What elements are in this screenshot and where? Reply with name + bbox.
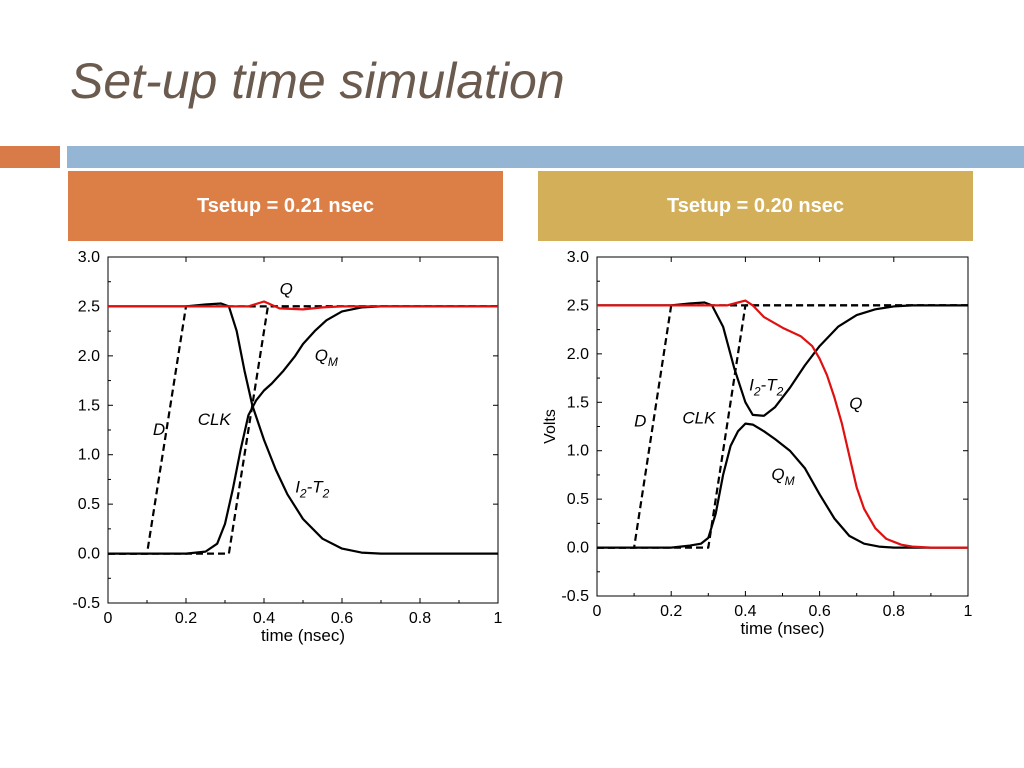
x-tick-label: 0.2 bbox=[660, 603, 682, 620]
series-line-q bbox=[597, 299, 968, 549]
series-line-i2-t2 bbox=[108, 302, 498, 555]
series-line-q bbox=[108, 300, 498, 311]
slide-title: Set-up time simulation bbox=[70, 53, 565, 109]
x-tick-label: 0 bbox=[104, 610, 113, 627]
series-annotation: I2-T2 bbox=[749, 376, 783, 399]
y-tick-label: -0.5 bbox=[72, 595, 100, 612]
series-annotation: Q bbox=[280, 280, 293, 299]
y-tick-label: 1.5 bbox=[567, 394, 589, 411]
x-tick-label: 0.6 bbox=[808, 603, 830, 620]
series-line-d bbox=[597, 304, 968, 549]
x-tick-label: 1 bbox=[964, 603, 973, 620]
y-axis-label: Volts bbox=[542, 409, 559, 444]
series-line-qm bbox=[108, 305, 498, 555]
y-tick-label: 1.0 bbox=[567, 443, 589, 460]
y-tick-label: 0.0 bbox=[567, 540, 589, 557]
series-annotation: CLK bbox=[682, 409, 716, 428]
x-tick-label: 0.8 bbox=[883, 603, 905, 620]
y-tick-label: 2.5 bbox=[78, 298, 100, 315]
y-tick-label: -0.5 bbox=[561, 588, 589, 605]
series-annotation: D bbox=[634, 412, 646, 431]
x-tick-label: 0.6 bbox=[331, 610, 353, 627]
header-right-label: Tsetup = 0.20 nsec bbox=[667, 194, 844, 217]
x-axis-label: time (nsec) bbox=[740, 619, 824, 638]
y-tick-label: 2.0 bbox=[78, 348, 100, 365]
header-right: Tsetup = 0.20 nsec bbox=[538, 171, 973, 241]
series-annotation: I2-T2 bbox=[295, 477, 329, 500]
series-annotation: CLK bbox=[198, 410, 232, 429]
x-tick-label: 0.8 bbox=[409, 610, 431, 627]
x-tick-label: 0.4 bbox=[253, 610, 275, 627]
series-annotation: QM bbox=[315, 346, 338, 369]
y-tick-label: 3.0 bbox=[567, 249, 589, 266]
x-axis-label: time (nsec) bbox=[261, 626, 345, 645]
x-tick-label: 0 bbox=[593, 603, 602, 620]
accent-bar-blue bbox=[67, 146, 1024, 168]
x-tick-label: 0.2 bbox=[175, 610, 197, 627]
x-tick-label: 1 bbox=[494, 610, 503, 627]
series-annotation: Q bbox=[849, 394, 862, 413]
series-line-i2-t2 bbox=[597, 301, 968, 417]
y-tick-label: 0.5 bbox=[567, 491, 589, 508]
y-tick-label: 1.0 bbox=[78, 447, 100, 464]
y-tick-label: 0.0 bbox=[78, 546, 100, 563]
x-tick-label: 0.4 bbox=[734, 603, 756, 620]
y-tick-label: 3.0 bbox=[78, 249, 100, 266]
header-left: Tsetup = 0.21 nsec bbox=[68, 171, 503, 241]
accent-bar-orange bbox=[0, 146, 60, 168]
y-tick-label: 0.5 bbox=[78, 496, 100, 513]
series-annotation: D bbox=[153, 420, 165, 439]
series-line-qm bbox=[597, 422, 968, 549]
y-tick-label: 2.0 bbox=[567, 346, 589, 363]
series-annotation: QM bbox=[771, 465, 794, 488]
header-left-label: Tsetup = 0.21 nsec bbox=[197, 194, 374, 217]
y-tick-label: 1.5 bbox=[78, 397, 100, 414]
y-tick-label: 2.5 bbox=[567, 297, 589, 314]
